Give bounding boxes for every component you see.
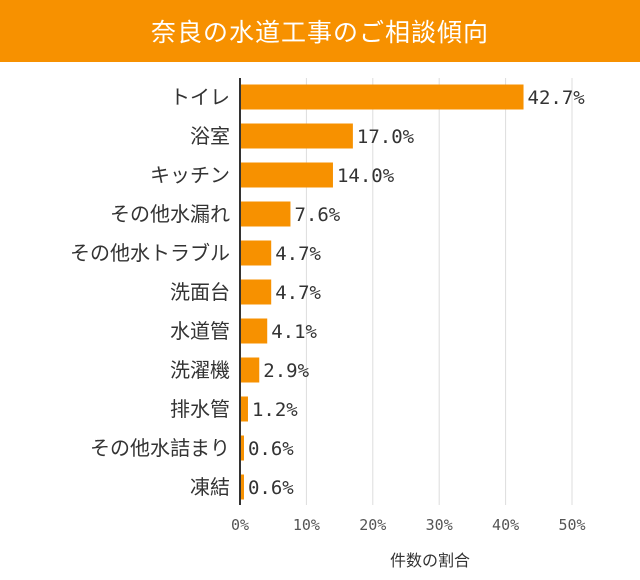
value-label: 1.2%: [252, 399, 298, 421]
value-label: 0.6%: [248, 477, 294, 499]
x-tick-label: 20%: [359, 516, 386, 534]
value-label: 4.7%: [275, 243, 321, 265]
value-label: 4.7%: [275, 282, 321, 304]
value-label: 17.0%: [357, 126, 415, 148]
bar-5: [240, 240, 272, 266]
x-tick-label: 10%: [293, 516, 320, 534]
bar-1: [240, 84, 524, 110]
value-label: 7.6%: [294, 204, 340, 226]
category-label: 浴室: [190, 124, 230, 148]
category-label: 洗面台: [170, 280, 230, 304]
value-label: 42.7%: [528, 87, 586, 109]
value-label: 0.6%: [248, 438, 294, 460]
chart-title-banner: 奈良の水道工事のご相談傾向: [0, 0, 640, 62]
x-tick-label: 40%: [492, 516, 519, 534]
value-label: 2.9%: [263, 360, 309, 382]
bar-9: [240, 396, 248, 422]
category-label: 洗濯機: [170, 358, 230, 382]
category-label: 水道管: [170, 319, 230, 343]
x-axis-title: 件数の割合: [390, 551, 470, 570]
category-label: 凍結: [190, 475, 230, 499]
value-label: 14.0%: [337, 165, 395, 187]
bar-10: [240, 435, 244, 461]
category-label: キッチン: [150, 163, 230, 187]
category-label: その他水詰まり: [90, 436, 230, 460]
category-label: トイレ: [170, 85, 230, 109]
bar-11: [240, 474, 244, 500]
bar-2: [240, 123, 353, 149]
bar-6: [240, 279, 272, 305]
chart-title: 奈良の水道工事のご相談傾向: [150, 18, 489, 47]
bar-3: [240, 162, 333, 188]
category-label: 排水管: [170, 397, 230, 421]
category-label: その他水トラブル: [70, 241, 230, 265]
x-tick-label: 50%: [558, 516, 585, 534]
bar-8: [240, 357, 260, 383]
value-label: 4.1%: [271, 321, 317, 343]
x-tick-label: 30%: [426, 516, 453, 534]
bar-7: [240, 318, 268, 344]
category-label: その他水漏れ: [110, 202, 230, 226]
bar-4: [240, 201, 291, 227]
x-tick-label: 0%: [231, 516, 249, 534]
